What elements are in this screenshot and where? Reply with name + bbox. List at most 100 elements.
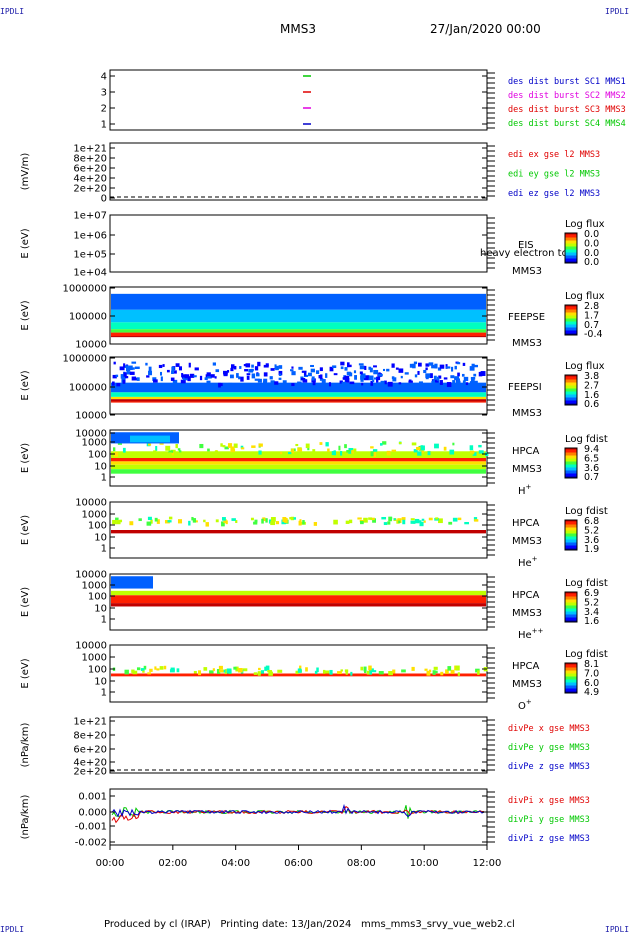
speckle [153, 450, 157, 454]
speckle [219, 669, 224, 673]
ytick-label: 6e+20 [73, 164, 107, 175]
legend-entry: des dist burst SC4 MMS4 [508, 119, 626, 129]
speckle [340, 361, 345, 366]
colorbar-cell [565, 399, 577, 401]
speckle [370, 668, 374, 672]
speckle [359, 365, 365, 370]
speckle [168, 450, 174, 453]
legend-entry: divPi y gse MMS3 [508, 815, 590, 825]
colorbar-cell [565, 679, 577, 682]
speckle [382, 368, 386, 372]
speckle [314, 670, 318, 675]
overlay-text: heavy electron to [480, 248, 568, 259]
speckle [119, 366, 125, 371]
speckle [115, 517, 119, 521]
speckle [138, 518, 142, 522]
speckle [152, 377, 157, 381]
speckle [206, 372, 211, 377]
speckle [469, 445, 474, 451]
speckle [452, 380, 456, 385]
colorbar-cell [565, 593, 577, 596]
speckle [192, 518, 197, 523]
ytick-label: 1e+07 [73, 211, 107, 222]
colorbar-cell [565, 545, 577, 548]
speckle [154, 666, 157, 670]
speckle [244, 369, 249, 372]
colorbar-cell [565, 332, 577, 334]
spacecraft-label: MMS3 [512, 608, 542, 619]
ytick-label: 8e+20 [73, 154, 107, 165]
speckle [388, 516, 393, 522]
legend-entry: des dist burst SC1 MMS1 [508, 77, 626, 87]
speckle [165, 445, 171, 451]
speckle [357, 517, 362, 520]
speckle [437, 367, 442, 371]
speckle [288, 451, 292, 455]
speckle [148, 443, 152, 446]
ytick-label: 10000 [75, 411, 107, 422]
speckle [420, 445, 425, 451]
colorbar-cell [565, 460, 577, 462]
colorbar-cell [565, 239, 577, 241]
speckle [301, 377, 306, 381]
speckle [205, 522, 209, 527]
speckle [246, 375, 250, 380]
speckle [353, 448, 357, 453]
speckle [344, 375, 350, 379]
speckle [450, 375, 455, 379]
speckle [392, 377, 397, 382]
speckle [418, 362, 422, 367]
colorbar-cell [565, 547, 577, 549]
speckle [478, 444, 482, 448]
colorbar-cell [565, 243, 577, 246]
colorbar-cell [565, 610, 577, 612]
ylabel: E (eV) [20, 587, 31, 617]
speckle [345, 520, 350, 524]
speckle [351, 450, 354, 454]
speckle [302, 520, 305, 525]
speckle [429, 373, 433, 379]
colorbar-cell [565, 388, 577, 391]
speckle [222, 445, 226, 448]
speckle [156, 668, 160, 671]
ytick-label: 1 [101, 615, 107, 626]
speckle [168, 452, 172, 456]
ytick-label: 8e+20 [73, 731, 107, 742]
legend-entry: edi ez gse l2 MMS3 [508, 189, 600, 199]
speckle [348, 372, 353, 377]
speckle [345, 670, 348, 675]
ytick-label: 1000 [82, 581, 107, 592]
speckle [221, 517, 226, 521]
speckle [299, 665, 302, 669]
speckle [348, 447, 354, 453]
speckle [251, 364, 254, 368]
speckle [120, 374, 125, 379]
speckle [173, 370, 177, 374]
speckle [332, 365, 337, 369]
speckle [445, 669, 449, 674]
colorbar-cell [565, 394, 577, 397]
speckle [346, 450, 351, 453]
speckle [433, 383, 438, 387]
speckle [471, 363, 475, 367]
speckle [291, 371, 296, 376]
colorbar-cell [565, 469, 577, 471]
ytick-label: 1 [101, 544, 107, 555]
colorbar-cell [565, 311, 577, 313]
species-label: He+ [518, 555, 538, 569]
speckle [456, 362, 461, 365]
speckle [445, 366, 451, 369]
colorbar-cell [565, 309, 577, 312]
band [111, 329, 486, 333]
speckle [270, 368, 275, 371]
ylabel: E (eV) [20, 658, 31, 688]
colorbar-cell [565, 464, 577, 467]
speckle [206, 374, 212, 379]
legend-entry: des dist burst SC3 MMS3 [508, 105, 626, 115]
speckle [263, 378, 268, 384]
speckle [250, 517, 254, 521]
ytick-label: 2e+20 [73, 767, 107, 778]
speckle [372, 518, 377, 523]
